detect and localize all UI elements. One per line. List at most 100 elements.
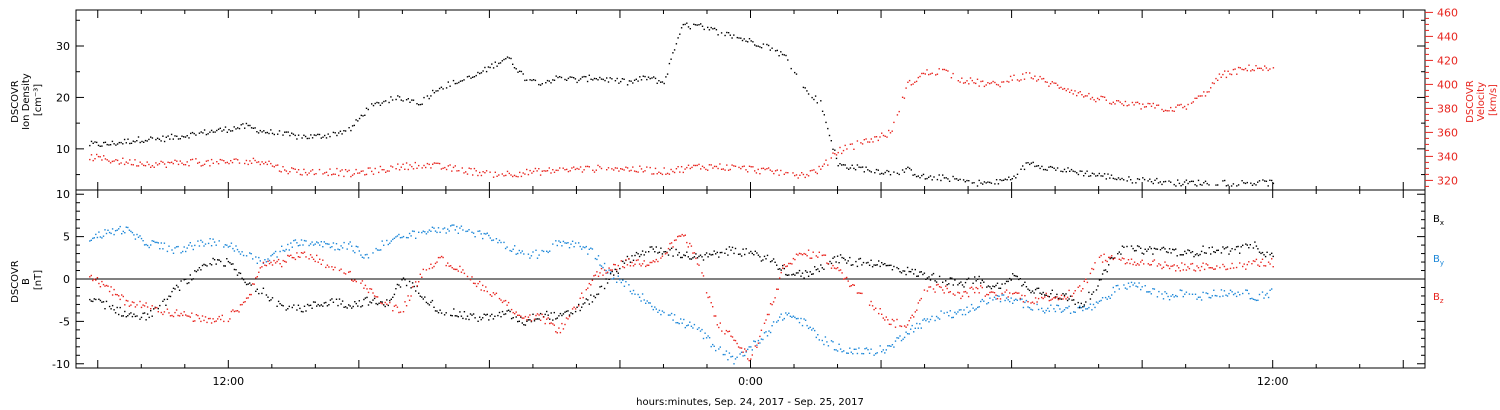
data-point [750, 40, 752, 42]
data-point [1185, 269, 1188, 271]
data-point [367, 108, 369, 111]
data-point [1199, 296, 1201, 298]
data-point [648, 302, 650, 304]
data-point [1179, 254, 1181, 256]
data-point [608, 278, 610, 280]
data-point [654, 167, 657, 170]
data-point [442, 228, 444, 230]
data-point [252, 258, 254, 260]
data-point [1021, 294, 1023, 297]
data-point [1112, 257, 1114, 260]
data-point [651, 261, 653, 264]
data-point [445, 264, 447, 267]
data-point [1234, 248, 1236, 251]
data-point [466, 275, 469, 278]
data-point [964, 281, 967, 284]
data-point [162, 248, 164, 250]
data-point [545, 170, 547, 172]
data-point [306, 137, 308, 140]
data-point [265, 264, 268, 267]
data-point [686, 166, 688, 169]
data-point [618, 170, 620, 172]
data-point [220, 318, 222, 321]
data-point [215, 263, 217, 265]
data-point [405, 162, 408, 164]
data-point [534, 167, 537, 170]
data-point [363, 287, 365, 289]
data-point [538, 83, 540, 86]
data-point [680, 235, 682, 237]
data-point [705, 337, 708, 339]
data-point [675, 239, 677, 241]
data-point [195, 134, 197, 136]
data-point [827, 164, 829, 166]
data-point [792, 315, 795, 317]
data-point [205, 160, 208, 162]
data-point [715, 165, 718, 168]
data-point [296, 171, 298, 173]
data-point [473, 76, 476, 78]
data-point [635, 251, 638, 254]
data-point [1136, 101, 1139, 103]
data-point [1010, 279, 1012, 281]
data-point [1129, 262, 1131, 265]
data-point [422, 230, 424, 232]
data-point [585, 165, 587, 168]
data-point [297, 169, 300, 171]
data-point [655, 308, 657, 310]
data-point [308, 137, 310, 140]
data-point [378, 302, 380, 304]
data-point [596, 258, 598, 261]
data-point [987, 181, 989, 183]
data-point [259, 129, 261, 132]
data-point [926, 290, 929, 292]
data-point [322, 136, 324, 138]
data-point [812, 273, 814, 275]
data-point [148, 163, 150, 166]
data-point [906, 266, 909, 269]
data-point [396, 306, 399, 308]
data-point [1229, 267, 1232, 270]
data-point [681, 322, 683, 324]
top-right-ylabel: DSCOVR Velocity [km/s] [1465, 77, 1499, 123]
data-point [310, 134, 312, 136]
data-point [512, 311, 514, 314]
data-point [90, 300, 92, 302]
data-point [868, 264, 871, 266]
data-point [574, 168, 577, 171]
data-point [844, 144, 846, 147]
data-point [197, 162, 199, 164]
data-point [1006, 179, 1008, 181]
data-point [975, 308, 977, 310]
data-point [470, 168, 472, 170]
data-point [785, 273, 787, 276]
data-point [357, 172, 359, 174]
data-point [905, 273, 907, 276]
data-point [684, 326, 686, 329]
data-point [355, 245, 357, 248]
data-point [719, 251, 721, 254]
data-point [936, 178, 939, 181]
data-point [1089, 298, 1092, 300]
data-point [844, 164, 846, 166]
data-point [999, 287, 1002, 289]
data-point [993, 292, 996, 294]
data-point [848, 168, 850, 170]
data-point [835, 157, 838, 160]
data-point [314, 301, 316, 303]
data-point [178, 289, 181, 291]
data-point [536, 313, 539, 315]
data-point [422, 268, 424, 271]
data-point [1264, 255, 1267, 258]
data-point [1013, 175, 1015, 177]
data-point [948, 291, 950, 294]
data-point [498, 62, 500, 65]
data-point [620, 281, 622, 284]
data-point [116, 143, 119, 145]
data-point [1048, 296, 1050, 298]
data-point [527, 319, 530, 321]
data-point [654, 306, 656, 308]
data-point [156, 164, 159, 166]
data-point [411, 286, 414, 288]
data-point [658, 171, 660, 173]
